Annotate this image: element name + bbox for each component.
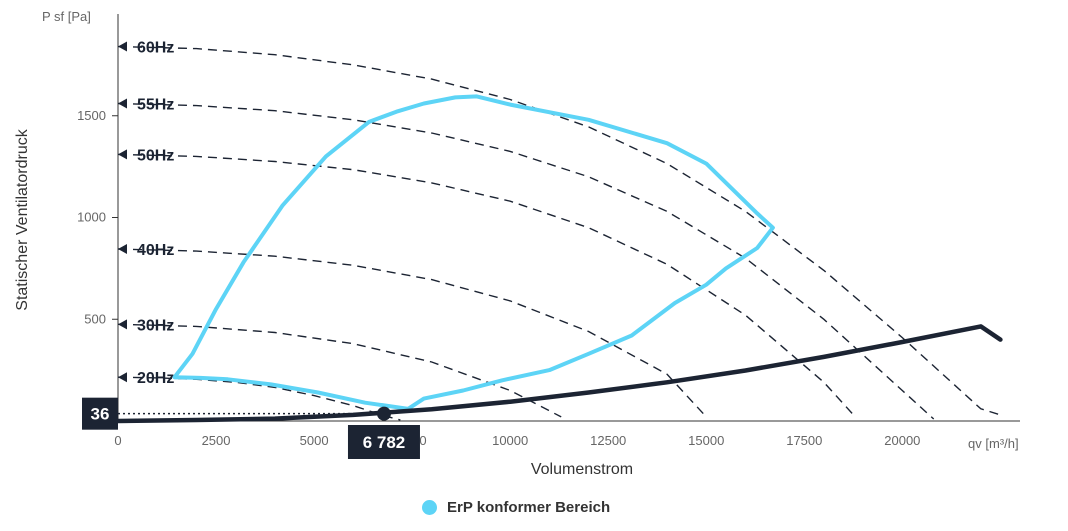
x-tick-label: 20000 [884,433,920,448]
speed-arrow-icon [118,319,127,330]
x-tick-label: 2500 [202,433,231,448]
speed-label-40hz: 40Hz [137,242,174,259]
x-axis-unit: qv [m³/h] [968,436,1019,451]
speed-label-50hz: 50Hz [137,147,174,164]
y-value-label: 36 [91,405,110,424]
speed-curve-30hz [117,323,562,418]
system-curve [115,324,1003,424]
y-tick-label: 1500 [77,108,106,123]
speed-curve-55hz [117,102,935,420]
legend-label: ErP konformer Bereich [447,499,611,516]
erp-region-outline [172,94,775,411]
plot-area: 0250050007500100001250015000175002000050… [77,14,1020,459]
speed-arrow-icon [118,98,127,109]
speed-curve-50hz [117,153,856,418]
x-tick-label: 15000 [688,433,724,448]
speed-arrow-icon [118,372,127,383]
x-tick-label: 12500 [590,433,626,448]
x-tick-label: 5000 [300,433,329,448]
speed-arrow-icon [118,41,127,52]
speed-curve-40hz [117,248,707,418]
speed-label-55hz: 55Hz [137,97,174,114]
speed-arrow-icon [118,244,127,255]
x-tick-label: 17500 [786,433,822,448]
legend-marker [422,500,437,515]
y-tick-label: 1000 [77,210,106,225]
speed-arrow-icon [118,149,127,160]
x-axis-title: Volumenstrom [531,461,633,478]
y-tick-label: 500 [84,311,106,326]
legend-item-erp[interactable]: ErP konformer Bereich [422,499,610,516]
speed-label-20hz: 20Hz [137,370,174,387]
y-value-box [82,397,118,430]
x-tick-label: 0 [114,433,121,448]
y-axis-unit: P sf [Pa] [42,9,91,24]
speed-curve-60hz [117,45,1001,416]
speed-label-30hz: 30Hz [137,317,174,334]
operating-point-marker [376,406,391,421]
x-value-label: 6 782 [363,433,406,452]
y-axis-title: Statischer Ventilatordruck [14,128,31,310]
speed-label-60hz: 60Hz [137,40,174,57]
x-value-box [347,425,420,459]
x-tick-label: 10000 [492,433,528,448]
